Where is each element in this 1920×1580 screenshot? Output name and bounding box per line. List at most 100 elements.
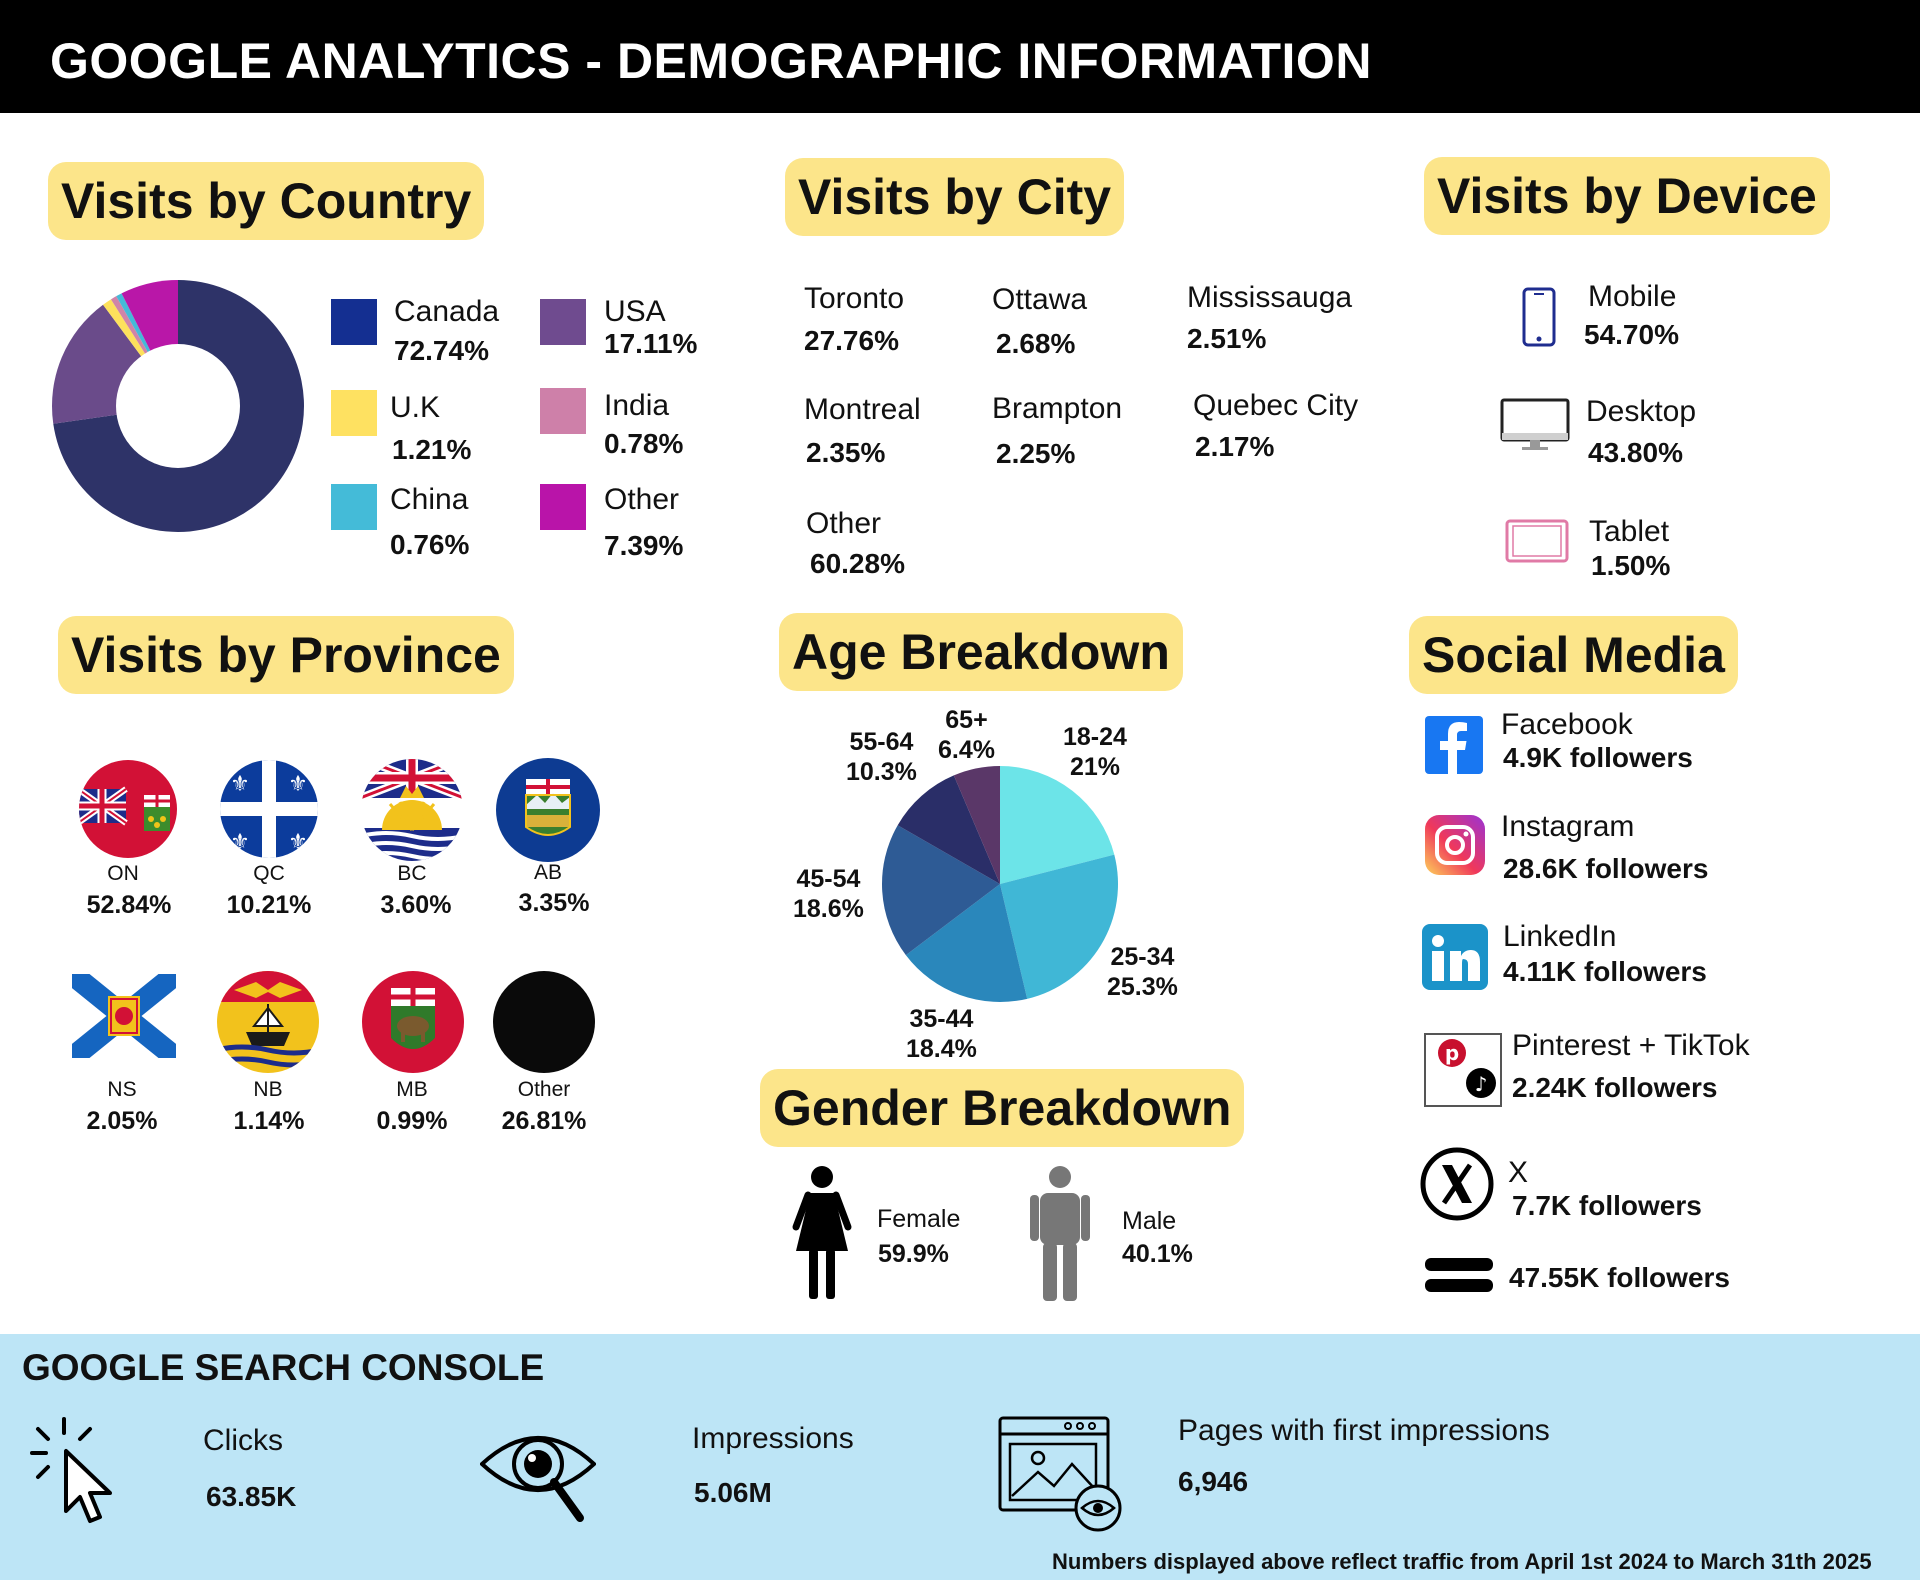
legend-value-canada: 72.74% (394, 335, 489, 366)
country-donut-chart (52, 280, 304, 532)
facebook-icon[interactable] (1425, 716, 1483, 774)
search-console-panel (0, 1334, 1920, 1580)
search-metric-value-clicks: 63.85K (206, 1481, 297, 1512)
legend-label-uk: U.K (390, 391, 441, 424)
age-value-45-54: 18.6% (793, 895, 864, 923)
equals-bars-icon[interactable] (1425, 1258, 1493, 1294)
city-value-mississauga: 2.51% (1187, 323, 1267, 354)
social-name-pinterest-tiktok: Pinterest + TikTok (1512, 1029, 1750, 1062)
device-value-desktop: 43.80% (1588, 437, 1683, 468)
city-name-mississauga: Mississauga (1187, 281, 1353, 314)
city-name-quebec-city: Quebec City (1193, 389, 1359, 422)
city-value-other: 60.28% (810, 548, 905, 579)
svg-text:⚜: ⚜ (288, 772, 308, 797)
device-value-mobile: 54.70% (1584, 319, 1679, 350)
section-title-country: Visits by Country (48, 162, 485, 240)
new-brunswick-flag-icon (217, 971, 319, 1073)
city-name-montreal: Montreal (804, 393, 921, 426)
date-range-footnote: Numbers displayed above reflect traffic … (1052, 1549, 1872, 1574)
svg-text:⚜: ⚜ (288, 830, 308, 855)
instagram-icon[interactable] (1425, 815, 1485, 875)
header-bar (0, 0, 1920, 113)
age-label-65-plus: 65+ 6.4% (938, 705, 995, 765)
legend-value-uk: 1.21% (392, 434, 472, 465)
search-console-title: GOOGLE SEARCH CONSOLE (22, 1347, 545, 1388)
section-title-gender: Gender Breakdown (760, 1069, 1245, 1147)
social-value-pinterest-tiktok: 2.24K followers (1512, 1072, 1718, 1103)
province-code-nb: NB (253, 1078, 283, 1101)
section-title-city: Visits by City (785, 158, 1125, 236)
province-code-bc: BC (397, 862, 427, 885)
section-title-social: Social Media (1409, 616, 1738, 694)
svg-text:♪: ♪ (1475, 1072, 1488, 1096)
city-value-brampton: 2.25% (996, 438, 1076, 469)
province-code-mb: MB (396, 1078, 428, 1101)
province-code-qc: QC (253, 862, 285, 885)
social-value-instagram: 28.6K followers (1503, 853, 1709, 884)
quebec-flag-icon: ⚜ ⚜ ⚜ ⚜ (220, 760, 318, 858)
age-value-25-34: 25.3% (1107, 973, 1178, 1001)
webpage-eye-icon (998, 1416, 1122, 1532)
search-metric-label-pages: Pages with first impressions (1178, 1414, 1550, 1447)
page-title: GOOGLE ANALYTICS - DEMOGRAPHIC INFORMATI… (50, 33, 1372, 89)
province-code-other: Other (517, 1078, 571, 1101)
age-slice-35-44 (905, 884, 1028, 1002)
search-metric-label-impressions: Impressions (692, 1422, 854, 1455)
age-category-35-44: 35-44 (909, 1005, 974, 1033)
age-value-35-44: 18.4% (906, 1035, 977, 1063)
alberta-flag-icon (496, 758, 600, 862)
city-name-other: Other (806, 507, 882, 540)
section-title-age: Age Breakdown (779, 613, 1183, 691)
province-value-nb: 1.14% (233, 1107, 305, 1135)
legend-value-usa: 17.11% (604, 328, 698, 359)
province-value-qc: 10.21% (226, 891, 312, 919)
social-name-x: X (1508, 1156, 1529, 1189)
age-slice-55-64 (897, 775, 1000, 884)
search-metric-value-pages: 6,946 (1178, 1466, 1249, 1497)
nova-scotia-flag-icon (72, 974, 176, 1058)
age-label-25-34: 25-34 25.3% (1107, 942, 1178, 1002)
legend-swatch-uk (331, 390, 377, 436)
age-label-18-24: 18-24 21% (1063, 722, 1127, 782)
device-name-mobile: Mobile (1588, 280, 1677, 313)
black-circle-icon (493, 971, 595, 1073)
svg-text:⚜: ⚜ (230, 830, 250, 855)
province-value-bc: 3.60% (380, 891, 452, 919)
age-category-45-54: 45-54 (796, 865, 861, 893)
section-title-province: Visits by Province (58, 616, 514, 694)
search-metric-label-clicks: Clicks (203, 1424, 283, 1457)
city-name-toronto: Toronto (804, 282, 905, 315)
mobile-phone-icon (1522, 287, 1556, 347)
social-value-x: 7.7K followers (1512, 1190, 1702, 1221)
search-metric-value-impressions: 5.06M (694, 1477, 772, 1508)
age-category-25-34: 25-34 (1110, 943, 1175, 971)
gender-value-female: 59.9% (878, 1240, 949, 1268)
legend-label-canada: Canada (394, 295, 500, 328)
legend-swatch-usa (540, 299, 586, 345)
age-value-65-plus: 6.4% (938, 736, 995, 764)
province-value-other: 26.81% (501, 1107, 587, 1135)
social-value-facebook: 4.9K followers (1503, 742, 1693, 773)
tablet-icon (1505, 519, 1569, 563)
pinterest-tiktok-icon[interactable]: p ♪ (1424, 1033, 1502, 1107)
age-value-55-64: 10.3% (846, 758, 917, 786)
city-value-montreal: 2.35% (806, 437, 886, 468)
legend-value-other: 7.39% (604, 530, 684, 561)
linkedin-icon[interactable] (1422, 924, 1488, 990)
age-value-18-24: 21% (1069, 753, 1120, 781)
section-title-device: Visits by Device (1424, 157, 1830, 235)
x-icon[interactable] (1420, 1147, 1494, 1221)
legend-value-china: 0.76% (390, 529, 470, 560)
province-value-ab: 3.35% (518, 889, 590, 917)
age-label-55-64: 55-64 10.3% (846, 727, 917, 787)
legend-swatch-china (331, 484, 377, 530)
legend-label-usa: USA (604, 295, 666, 328)
donut-hole (116, 344, 240, 468)
age-slice-65-plus (953, 766, 1000, 884)
device-value-tablet: 1.50% (1591, 550, 1671, 581)
device-name-tablet: Tablet (1589, 515, 1670, 548)
city-value-ottawa: 2.68% (996, 328, 1076, 359)
province-code-on: ON (107, 862, 139, 885)
age-category-55-64: 55-64 (849, 728, 914, 756)
legend-swatch-other (540, 484, 586, 530)
